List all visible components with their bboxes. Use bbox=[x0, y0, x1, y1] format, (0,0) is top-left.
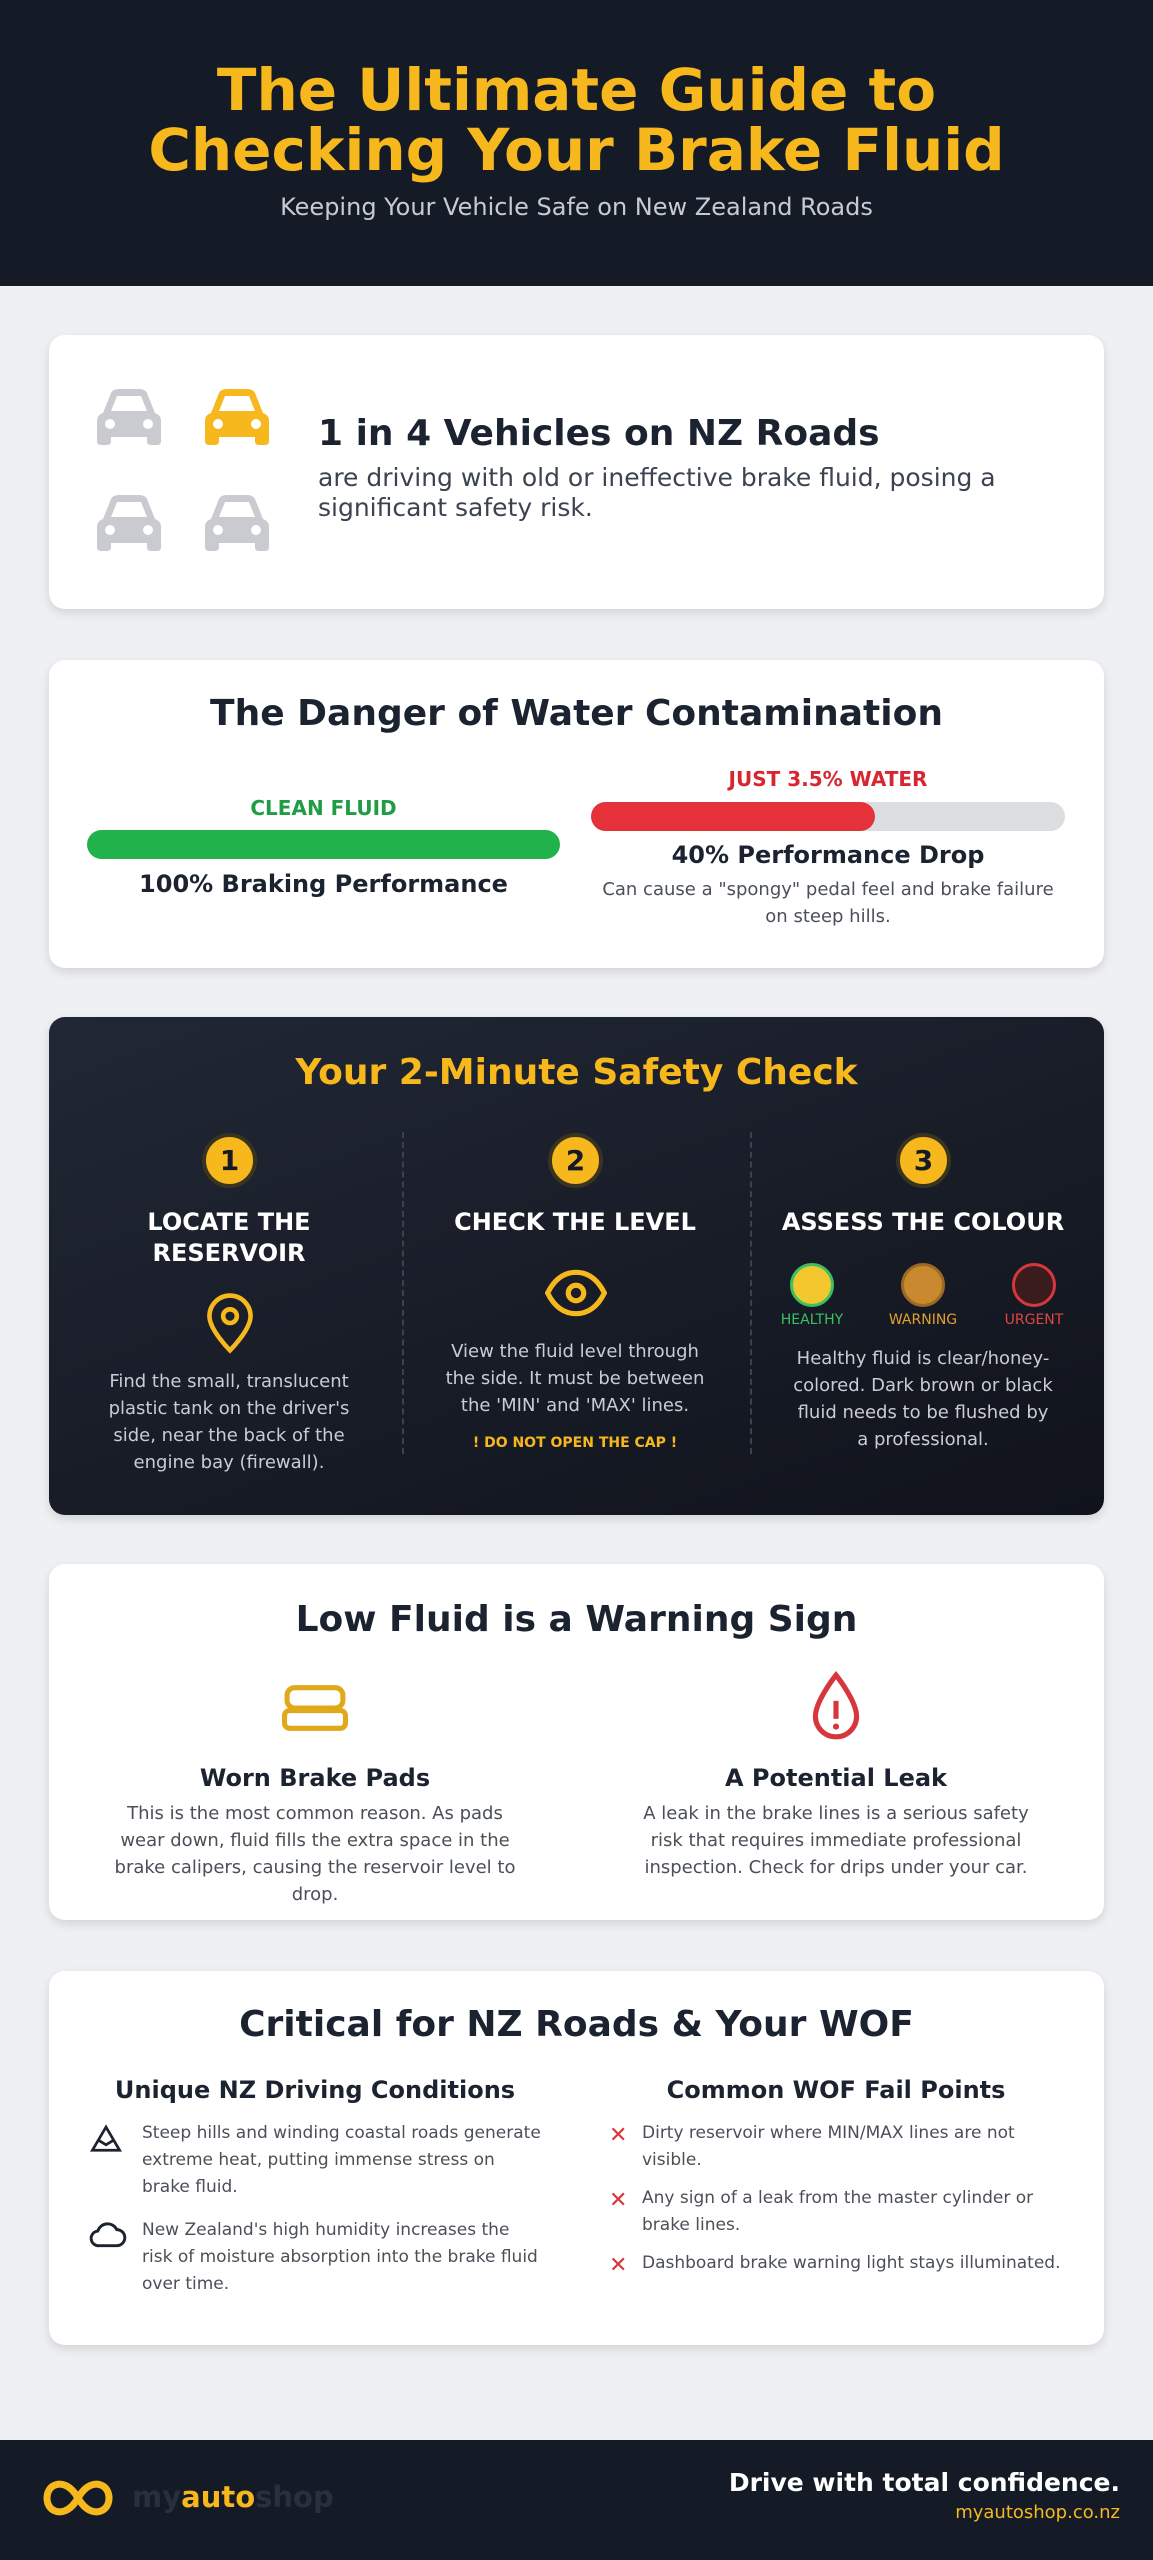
cloud-icon bbox=[89, 2222, 127, 2248]
swatch bbox=[901, 1263, 945, 1307]
column-title: Unique NZ Driving Conditions bbox=[114, 2076, 516, 2104]
url: myautoshop.co.nz bbox=[955, 2502, 1120, 2523]
section-title: The Danger of Water Contamination bbox=[210, 693, 943, 734]
list-item: Steep hills and winding coastal roads ge… bbox=[142, 2123, 541, 2197]
bar-note: Can cause a "spongy" pedal feel and brak… bbox=[602, 879, 1054, 927]
water-bar bbox=[591, 802, 876, 831]
step-title: ASSESS THE COLOUR bbox=[781, 1208, 1065, 1236]
step-number: 3 bbox=[896, 1133, 951, 1188]
section-title: Critical for NZ Roads & Your WOF bbox=[239, 2004, 914, 2045]
swatch-label: WARNING bbox=[888, 1312, 958, 1328]
swatch-label: HEALTHY bbox=[780, 1312, 844, 1328]
title-line: Checking Your Brake Fluid bbox=[148, 116, 1005, 184]
x-icon: ✕ bbox=[609, 2188, 628, 2213]
x-icon: ✕ bbox=[609, 2253, 628, 2278]
item-text: A leak in the brake lines is a serious s… bbox=[643, 1803, 1029, 1878]
bar-result: 40% Performance Drop bbox=[671, 841, 985, 869]
x-icon: ✕ bbox=[609, 2123, 628, 2148]
header: The Ultimate Guide to Checking Your Brak… bbox=[0, 0, 1153, 286]
title-line: The Ultimate Guide to bbox=[216, 56, 937, 124]
bar-result: 100% Braking Performance bbox=[139, 870, 508, 898]
eye-icon bbox=[545, 1269, 607, 1317]
item-title: A Potential Leak bbox=[724, 1764, 948, 1792]
list-item: Any sign of a leak from the master cylin… bbox=[642, 2188, 1034, 2235]
item-text: This is the most common reason. As pads … bbox=[114, 1803, 516, 1905]
stat-card: 1 in 4 Vehicles on NZ Roads are driving … bbox=[49, 335, 1104, 609]
step-text: Healthy fluid is clear/honey-colored. Da… bbox=[793, 1348, 1053, 1450]
wof-card: Critical for NZ Roads & Your WOF Unique … bbox=[49, 1971, 1104, 2345]
swatch-label: URGENT bbox=[1004, 1312, 1064, 1328]
list-item: Dirty reservoir where MIN/MAX lines are … bbox=[642, 2123, 1015, 2170]
bar-label: JUST 3.5% WATER bbox=[728, 767, 928, 791]
brake-pad-icon bbox=[282, 1685, 348, 1731]
stat-text: are driving with old or ineffective brak… bbox=[318, 463, 996, 522]
car-icons bbox=[97, 389, 269, 551]
divider bbox=[750, 1132, 752, 1454]
stat-headline: 1 in 4 Vehicles on NZ Roads bbox=[318, 413, 880, 454]
list-item: New Zealand's high humidity increases th… bbox=[142, 2220, 538, 2294]
logo-part: auto bbox=[181, 2480, 256, 2514]
title: The Ultimate Guide to Checking Your Brak… bbox=[0, 60, 1153, 180]
step-number: 2 bbox=[548, 1133, 603, 1188]
divider bbox=[402, 1132, 404, 1454]
check-card: Your 2-Minute Safety Check 1 LOCATE THE … bbox=[49, 1017, 1104, 1515]
subtitle: Keeping Your Vehicle Safe on New Zealand… bbox=[280, 193, 873, 221]
list-item: Dashboard brake warning light stays illu… bbox=[642, 2253, 1061, 2273]
swatch bbox=[790, 1263, 834, 1307]
warning-card: Low Fluid is a Warning Sign Worn Brake P… bbox=[49, 1564, 1104, 1920]
step-warning: ! DO NOT OPEN THE CAP ! bbox=[472, 1435, 678, 1451]
section-title: Low Fluid is a Warning Sign bbox=[295, 1599, 858, 1640]
step-number: 1 bbox=[202, 1133, 257, 1188]
section-title: Your 2-Minute Safety Check bbox=[295, 1052, 858, 1093]
step-title: CHECK THE LEVEL bbox=[454, 1208, 696, 1236]
bar-label: CLEAN FLUID bbox=[250, 796, 397, 820]
logo-text: myautoshop bbox=[132, 2479, 334, 2515]
clean-bar bbox=[87, 830, 560, 859]
pin-icon bbox=[207, 1293, 253, 1354]
water-bar-track bbox=[591, 802, 1065, 831]
contamination-card: The Danger of Water Contamination CLEAN … bbox=[49, 660, 1104, 968]
mountain-icon bbox=[89, 2124, 123, 2152]
logo-part: my bbox=[132, 2480, 182, 2514]
tagline: Drive with total confidence. bbox=[728, 2468, 1120, 2497]
swatch bbox=[1012, 1263, 1056, 1307]
logo-icon bbox=[43, 2480, 113, 2516]
drop-icon bbox=[812, 1671, 860, 1740]
step-text: View the fluid level through the side. I… bbox=[445, 1341, 705, 1416]
step-title: LOCATE THE RESERVOIR bbox=[147, 1208, 311, 1267]
item-title: Worn Brake Pads bbox=[199, 1764, 431, 1792]
logo-part: shop bbox=[255, 2480, 334, 2514]
step-text: Find the small, translucent plastic tank… bbox=[108, 1371, 350, 1473]
footer: myautoshop Drive with total confidence. … bbox=[0, 2440, 1153, 2560]
column-title: Common WOF Fail Points bbox=[666, 2076, 1006, 2104]
